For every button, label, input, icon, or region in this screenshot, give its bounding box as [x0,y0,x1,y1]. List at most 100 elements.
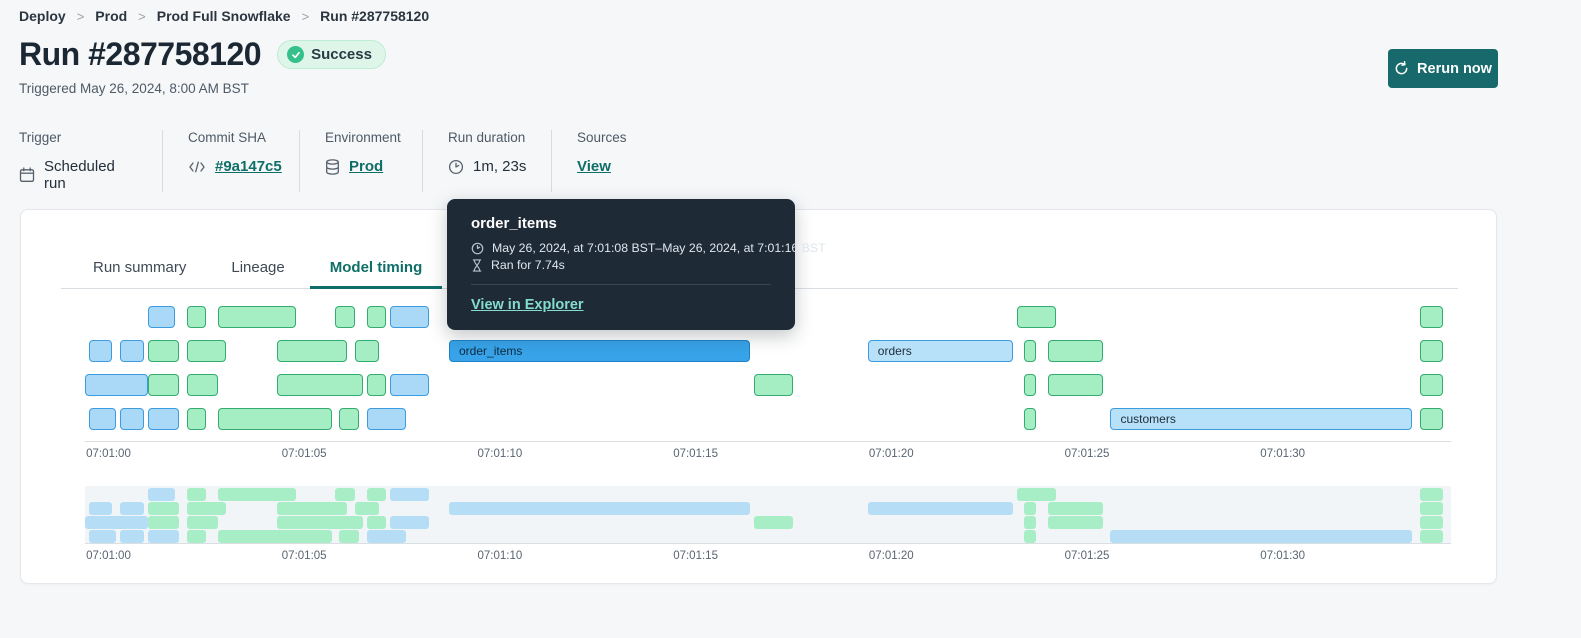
axis-tick-label: 07:01:15 [673,448,718,460]
gantt-bar[interactable] [218,306,297,328]
page-title: Run #287758120 [19,36,262,72]
meta-label: Environment [325,130,401,145]
minimap-bar [1419,488,1444,501]
breadcrumb: Deploy > Prod > Prod Full Snowflake > Run #287… [19,8,429,24]
tooltip-duration: Ran for 7.74s [471,258,771,272]
gantt-bar[interactable] [366,374,387,396]
minimap-bar [85,516,148,529]
gantt-bar[interactable] [1047,374,1103,396]
meta-link[interactable]: Prod [349,158,384,175]
gantt-bar[interactable] [88,340,113,362]
meta-link[interactable]: View [577,158,611,175]
meta-column-commit-sha: Commit SHA #9a147c5 [163,130,300,192]
status-label: Success [311,46,372,63]
gantt-bar[interactable] [390,306,430,328]
gantt-bar[interactable] [1024,340,1037,362]
breadcrumb-item[interactable]: Deploy [19,8,66,24]
gantt-bar-customers[interactable]: customers [1110,408,1412,430]
minimap-bar [147,488,175,501]
axis-tick-label: 07:01:10 [477,448,523,460]
minimap-bar [754,516,794,529]
gantt-bar[interactable] [147,408,179,430]
gantt-bar[interactable] [218,408,332,430]
gantt-bar[interactable] [147,374,179,396]
tab-lineage[interactable]: Lineage [231,259,285,276]
minimap-bar [186,502,226,515]
breadcrumb-item[interactable]: Prod [95,8,128,24]
minimap-bar [186,530,207,543]
gantt-bar[interactable] [355,340,379,362]
gantt-bar[interactable] [366,306,387,328]
time-axis-minimap: 07:01:00 07:01:05 07:01:10 07:01:15 07:01:20… [85,550,1451,564]
minimap-bar [366,488,387,501]
gantt-bar[interactable] [147,340,179,362]
tab-run-summary[interactable]: Run summary [93,259,187,276]
gantt-bar[interactable] [366,408,406,430]
gantt-bar[interactable] [85,374,148,396]
tooltip-model-name: order_items [471,215,557,232]
minimap-bar [88,502,113,515]
meta-label: Sources [577,130,627,145]
rerun-now-button[interactable]: Rerun now [1388,49,1498,88]
gantt-bar[interactable] [754,374,794,396]
gantt-bar-orders[interactable]: orders [867,340,1013,362]
meta-link[interactable]: #9a147c5 [215,158,282,175]
triggered-timestamp: Triggered May 26, 2024, 8:00 AM BST [19,81,249,96]
meta-column-run-duration: Run duration 1m, 23s [423,130,552,192]
meta-value: 1m, 23s [448,158,527,175]
meta-column-sources: Sources View [552,130,651,192]
axis-tick-label: 07:01:25 [1064,550,1110,562]
gantt-bar[interactable] [390,374,430,396]
minimap-bar [1047,516,1103,529]
gantt-bar[interactable] [276,374,363,396]
axis-tick-label: 07:01:15 [673,550,718,562]
gantt-bar[interactable] [186,340,226,362]
minimap-bar [218,530,332,543]
minimap-bar [147,530,179,543]
calendar-icon [19,167,35,183]
gantt-bar[interactable] [186,374,219,396]
gantt-bar[interactable] [88,408,117,430]
minimap-bar [366,516,387,529]
gantt-bar[interactable] [186,306,207,328]
code-icon [188,160,206,174]
gantt-bar[interactable] [120,340,144,362]
gantt-bar[interactable] [1419,306,1444,328]
meta-value: Scheduled run [19,158,138,192]
breadcrumb-item[interactable]: Prod Full Snowflake [156,8,291,24]
minimap-bar [1024,502,1037,515]
minimap-bar [1419,530,1444,543]
gantt-bar[interactable] [1047,340,1103,362]
gantt-bar[interactable] [1024,408,1037,430]
minimap-bar [276,502,348,515]
gantt-bar[interactable] [339,408,359,430]
gantt-bar-order_items[interactable]: order_items [449,340,751,362]
minimap-bar [449,502,751,515]
tab-model-timing[interactable]: Model timing [309,249,443,289]
database-icon [325,158,340,175]
tooltip-duration-text: Ran for 7.74s [491,258,565,272]
minimap-bar [1024,516,1037,529]
minimap-bar [120,530,144,543]
axis-tick-label: 07:01:25 [1064,448,1110,460]
gantt-bar[interactable] [1024,374,1037,396]
minimap-bar [1016,488,1056,501]
gantt-bar[interactable] [120,408,144,430]
minimap-bar [867,502,1013,515]
tooltip-divider [471,284,771,285]
gantt-bar[interactable] [1419,408,1444,430]
gantt-bar[interactable] [1419,374,1444,396]
tooltip-time-range-text: May 26, 2024, at 7:01:08 BST–May 26, 202… [492,241,826,255]
minimap-bar [390,488,430,501]
run-meta-row: Trigger Scheduled run Commit SHA #9a147c5 En… [19,130,651,192]
gantt-bar[interactable] [186,408,207,430]
title-row: Run #287758120 Success [19,36,386,73]
timeline-minimap[interactable] [85,486,1451,544]
view-in-explorer-link[interactable]: View in Explorer [471,297,584,313]
gantt-bar[interactable] [1016,306,1056,328]
gantt-bar[interactable] [276,340,348,362]
gantt-bar[interactable] [1419,340,1444,362]
gantt-bar[interactable] [335,306,356,328]
axis-tick-label: 07:01:20 [868,448,914,460]
gantt-bar[interactable] [147,306,175,328]
